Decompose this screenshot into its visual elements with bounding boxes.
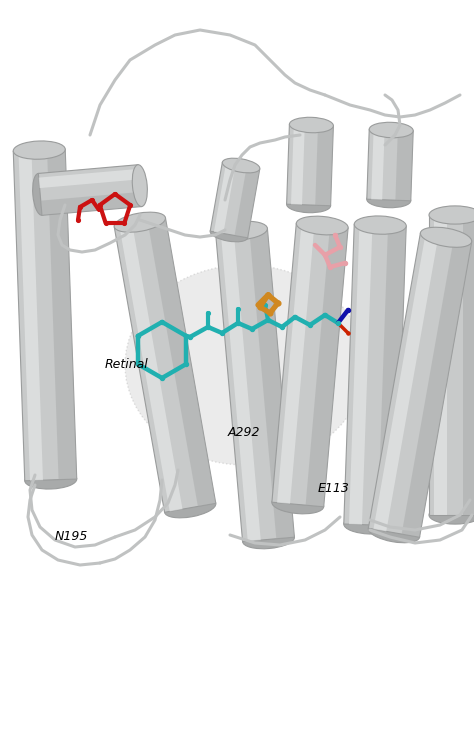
Ellipse shape <box>344 516 396 534</box>
Ellipse shape <box>222 159 260 173</box>
Polygon shape <box>277 223 314 504</box>
Polygon shape <box>38 165 142 215</box>
Polygon shape <box>429 215 474 515</box>
Polygon shape <box>13 149 77 481</box>
Polygon shape <box>374 233 438 532</box>
Text: A292: A292 <box>228 427 261 439</box>
Polygon shape <box>463 215 474 515</box>
Polygon shape <box>41 192 142 215</box>
Ellipse shape <box>296 216 348 235</box>
Polygon shape <box>287 125 333 206</box>
Ellipse shape <box>210 227 248 242</box>
Text: Retinal: Retinal <box>105 359 149 371</box>
Ellipse shape <box>429 206 474 224</box>
Polygon shape <box>395 131 413 201</box>
Ellipse shape <box>367 193 411 208</box>
Ellipse shape <box>114 212 165 233</box>
Polygon shape <box>147 217 216 507</box>
Ellipse shape <box>216 221 267 240</box>
Ellipse shape <box>164 498 216 518</box>
Ellipse shape <box>272 495 324 514</box>
Ellipse shape <box>354 216 406 234</box>
Polygon shape <box>349 224 373 525</box>
Polygon shape <box>367 129 413 201</box>
Ellipse shape <box>429 506 474 524</box>
Polygon shape <box>291 125 305 205</box>
Polygon shape <box>221 231 261 541</box>
Polygon shape <box>216 228 294 541</box>
Polygon shape <box>210 162 260 238</box>
Ellipse shape <box>25 471 77 489</box>
Polygon shape <box>39 169 139 188</box>
Polygon shape <box>344 224 406 525</box>
Polygon shape <box>119 223 182 511</box>
Polygon shape <box>18 150 43 481</box>
Ellipse shape <box>33 174 48 215</box>
Text: E113: E113 <box>318 482 350 495</box>
Polygon shape <box>315 125 333 206</box>
Ellipse shape <box>132 165 147 207</box>
Text: N195: N195 <box>55 531 88 544</box>
Polygon shape <box>368 233 472 538</box>
Polygon shape <box>272 223 348 507</box>
Ellipse shape <box>368 522 419 543</box>
Polygon shape <box>401 239 472 538</box>
Polygon shape <box>47 149 77 479</box>
Polygon shape <box>378 225 406 525</box>
Polygon shape <box>249 228 294 539</box>
Polygon shape <box>214 163 236 233</box>
Polygon shape <box>235 167 260 238</box>
Ellipse shape <box>290 117 333 133</box>
Polygon shape <box>371 129 384 200</box>
Polygon shape <box>306 226 348 507</box>
Ellipse shape <box>287 197 330 213</box>
Ellipse shape <box>420 227 472 248</box>
Polygon shape <box>114 217 216 513</box>
Ellipse shape <box>243 530 294 549</box>
Ellipse shape <box>13 141 65 159</box>
Ellipse shape <box>125 265 365 465</box>
Ellipse shape <box>369 122 413 137</box>
Polygon shape <box>434 215 447 515</box>
